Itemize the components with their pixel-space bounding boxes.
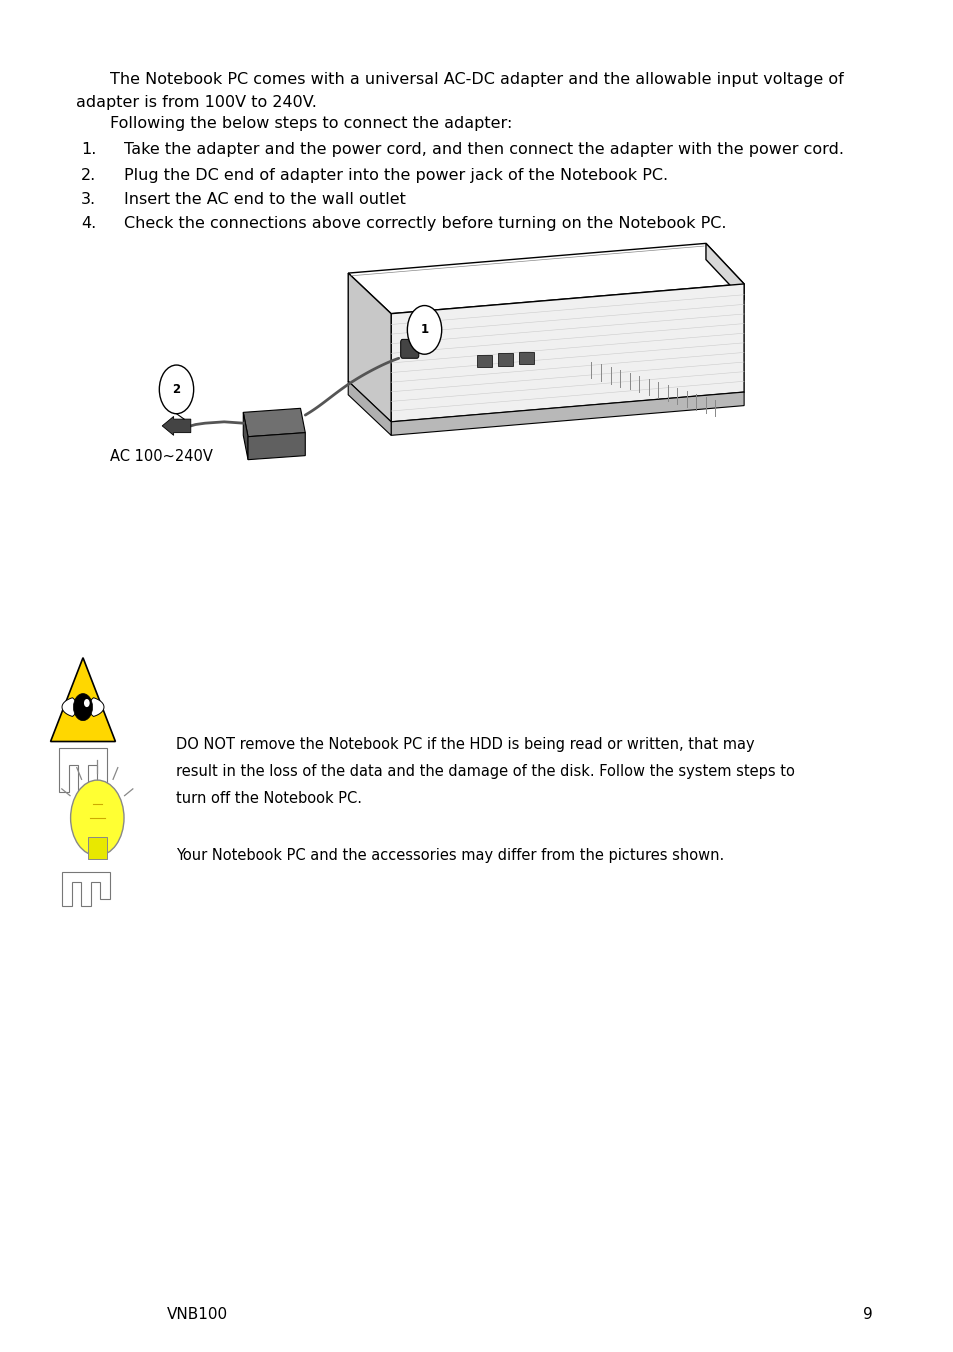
Text: Check the connections above correctly before turning on the Notebook PC.: Check the connections above correctly be… <box>124 216 726 231</box>
Bar <box>476 356 492 368</box>
Bar <box>88 837 107 859</box>
Text: 1.: 1. <box>81 142 96 157</box>
Bar <box>518 352 534 364</box>
Text: Following the below steps to connect the adapter:: Following the below steps to connect the… <box>110 116 512 131</box>
Text: 9: 9 <box>862 1307 872 1322</box>
Text: Insert the AC end to the wall outlet: Insert the AC end to the wall outlet <box>124 192 405 207</box>
Text: AC 100~240V: AC 100~240V <box>110 449 213 464</box>
Polygon shape <box>391 284 743 422</box>
Polygon shape <box>348 243 743 314</box>
Text: 2.: 2. <box>81 168 96 183</box>
Polygon shape <box>243 412 248 460</box>
Polygon shape <box>705 243 743 300</box>
Text: 2: 2 <box>172 383 180 396</box>
Polygon shape <box>59 748 107 792</box>
Polygon shape <box>348 381 391 435</box>
Bar <box>497 353 513 365</box>
Polygon shape <box>248 433 305 460</box>
Polygon shape <box>243 408 305 437</box>
FancyBboxPatch shape <box>400 339 418 358</box>
Polygon shape <box>51 657 115 741</box>
Text: Take the adapter and the power cord, and then connect the adapter with the power: Take the adapter and the power cord, and… <box>124 142 843 157</box>
Circle shape <box>84 699 90 707</box>
Circle shape <box>159 365 193 414</box>
Circle shape <box>407 306 441 354</box>
Text: turn off the Notebook PC.: turn off the Notebook PC. <box>176 791 362 806</box>
Text: 3.: 3. <box>81 192 96 207</box>
Text: Your Notebook PC and the accessories may differ from the pictures shown.: Your Notebook PC and the accessories may… <box>176 848 724 863</box>
Text: 1: 1 <box>420 323 428 337</box>
Circle shape <box>73 694 92 721</box>
Polygon shape <box>348 273 391 422</box>
Circle shape <box>71 780 124 856</box>
Text: 4.: 4. <box>81 216 96 231</box>
Polygon shape <box>391 392 743 435</box>
Polygon shape <box>62 698 104 717</box>
FancyArrow shape <box>162 416 191 435</box>
Text: Plug the DC end of adapter into the power jack of the Notebook PC.: Plug the DC end of adapter into the powe… <box>124 168 667 183</box>
Text: DO NOT remove the Notebook PC if the HDD is being read or written, that may: DO NOT remove the Notebook PC if the HDD… <box>176 737 755 752</box>
Text: The Notebook PC comes with a universal AC-DC adapter and the allowable input vol: The Notebook PC comes with a universal A… <box>110 72 842 87</box>
Text: VNB100: VNB100 <box>167 1307 228 1322</box>
Text: result in the loss of the data and the damage of the disk. Follow the system ste: result in the loss of the data and the d… <box>176 764 795 779</box>
Text: adapter is from 100V to 240V.: adapter is from 100V to 240V. <box>76 95 316 110</box>
Polygon shape <box>62 872 110 906</box>
